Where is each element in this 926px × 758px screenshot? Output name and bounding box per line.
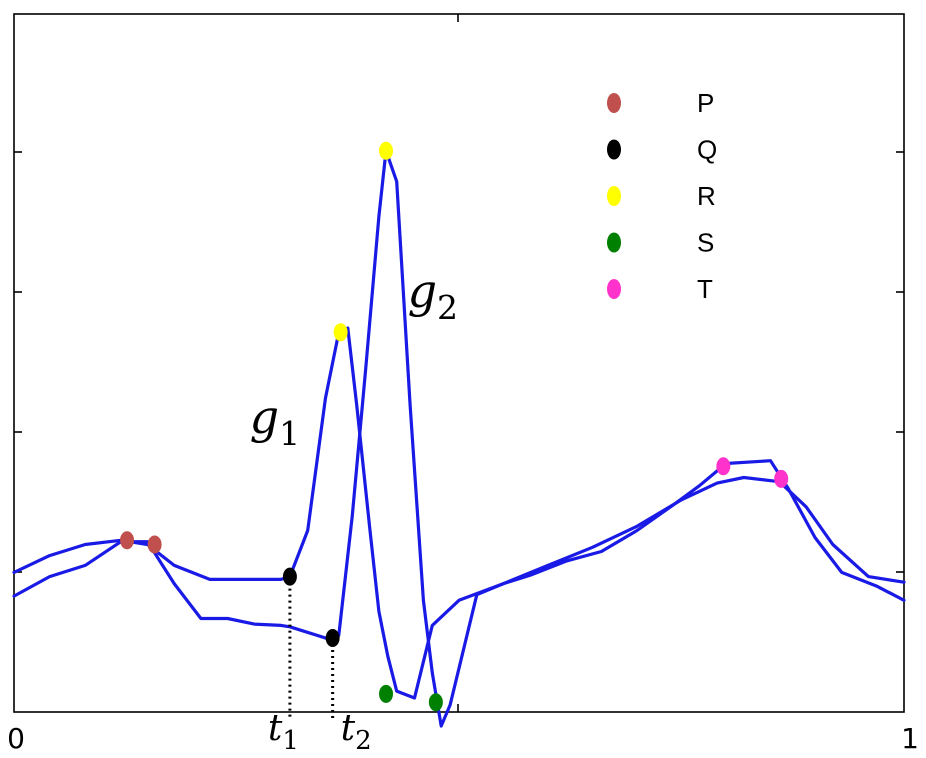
legend-marker-q [607, 139, 621, 160]
marker-t-9 [716, 457, 731, 476]
curves [12, 149, 906, 728]
legend-marker-s [607, 232, 621, 253]
label-g1: g1 [250, 390, 300, 453]
marker-r-6 [379, 141, 394, 160]
label-t2: t2 [341, 708, 372, 756]
marker-q-3 [282, 567, 297, 586]
legend-label-r: R [697, 181, 716, 211]
marker-q-4 [325, 629, 340, 648]
marker-s-8 [428, 693, 443, 712]
x-tick-label-1: 1 [901, 722, 919, 755]
marker-t-10 [774, 469, 789, 488]
legend-label-q: Q [697, 135, 717, 165]
legend-label-p: P [697, 88, 714, 118]
plot-frame [13, 13, 905, 713]
legend-marker-p [607, 93, 621, 113]
legend-marker-r [607, 186, 621, 206]
marker-s-7 [379, 684, 394, 703]
legend-marker-t [607, 279, 621, 299]
wave-markers [120, 141, 789, 712]
marker-p-1 [120, 531, 135, 550]
x-tick-label-0: 0 [7, 722, 25, 755]
marker-p-2 [147, 535, 162, 554]
series-line-2 [12, 326, 906, 700]
series-line-1 [12, 149, 906, 728]
label-g2: g2 [408, 264, 458, 327]
math-annotations: g1 g2 t1 t2 [250, 264, 458, 756]
legend-label-t: T [697, 274, 713, 304]
legend-label-s: S [697, 228, 714, 258]
marker-r-5 [333, 323, 348, 342]
label-t1: t1 [268, 708, 299, 756]
time-guides [288, 576, 335, 718]
axis-ticks [14, 14, 904, 712]
